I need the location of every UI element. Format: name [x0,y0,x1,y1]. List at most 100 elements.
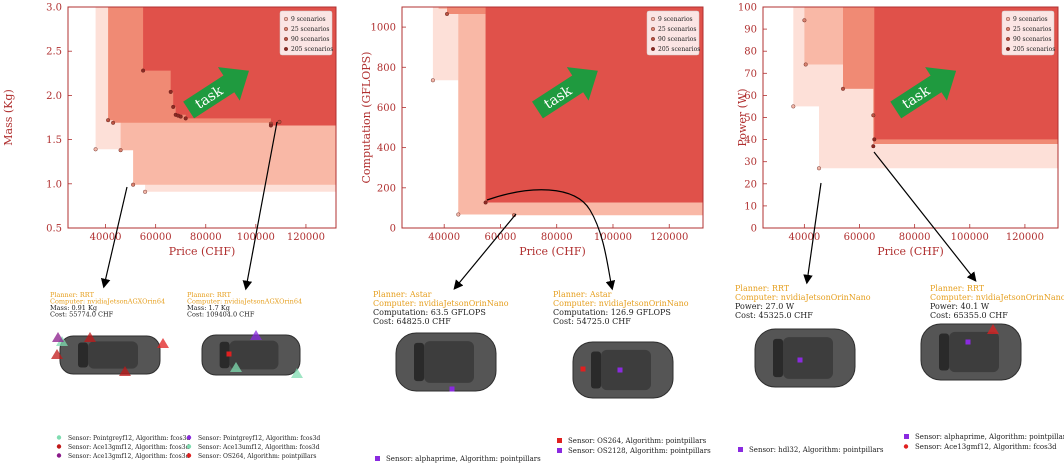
data-point [430,78,435,83]
car-roof [949,331,999,373]
x-tick-label: 60000 [485,232,517,243]
car-topview [754,328,856,388]
car-windshield [939,333,949,371]
sensor-legend-marker [557,438,562,443]
data-point [483,200,488,205]
x-tick-label: 120000 [650,232,688,243]
metric-text: Computation: 63.5 GFLOPS [373,308,486,317]
data-point [183,116,188,121]
sensor-legend-label: Sensor: Pointgreyf12, Algorithm: fcos3d [198,435,320,442]
sensor-legend-label: Sensor: Ace13umf12, Algorithm: fcos3d [198,444,320,451]
sensor-legend-marker [186,453,192,458]
x-tick-label: 60000 [140,232,172,243]
x-axis-label: Price (CHF) [519,245,586,258]
sensor-marker [987,324,999,334]
data-point [791,104,796,109]
sensor-legend-marker [557,448,562,453]
data-point [871,113,876,118]
cost-text: Cost: 54725.0 CHF [553,317,631,326]
legend-label: 25 scenarios [658,26,696,33]
y-tick-label: 2.0 [46,91,62,102]
car-windshield [591,351,601,389]
sensor-legend-marker [375,456,380,461]
data-point [143,189,148,194]
y-tick-label: 3.0 [46,3,62,14]
y-tick-label: 10 [744,201,757,212]
legend: 9 scenarios 25 scenarios 90 scenarios 205 s… [279,10,333,56]
data-point [93,147,98,152]
y-axis-label: Computation (GFLOPS) [360,52,373,184]
car-topview [59,335,161,375]
sensor-legend-marker [186,435,192,440]
data-point [168,89,173,94]
metric-text: Mass: 0.91 Kg [50,304,97,312]
data-point [118,148,123,153]
y-tick-label: 50 [744,113,757,124]
x-tick-label: 100000 [951,232,989,243]
data-point [871,144,876,149]
data-point [141,68,146,73]
computer-text: Computer: nvidiaJetsonOrinNano [930,293,1064,302]
legend-marker [284,17,289,22]
sensor-marker [52,332,64,342]
y-tick-label: 200 [377,183,396,194]
x-axis-label: Price (CHF) [169,245,236,258]
y-tick-label: 20 [744,179,757,190]
sensor-marker [230,362,242,372]
legend-label: 205 scenarios [291,46,333,53]
sensor-legend-power_right: Sensor: alphaprime, Algorithm: pointpill… [903,433,1064,451]
sensor-legend-mass_right: Sensor: Pointgreyf12, Algorithm: fcos3d S… [186,435,320,460]
computer-text: Computer: nvidiaJetsonAGXOrin64 [187,298,302,306]
pointer-arrow [242,121,278,291]
data-point [268,123,273,128]
sensor-legend-label: Sensor: hdl32, Algorithm: pointpillars [749,446,884,454]
sensor-legend-power_left: Sensor: hdl32, Algorithm: pointpillars [738,446,884,454]
data-point [171,104,176,109]
cost-text: Cost: 64825.0 CHF [373,317,451,326]
sensor-marker [119,366,131,376]
car-windshield [78,342,88,368]
sensor-legend-marker [904,434,909,439]
computer-text: Computer: nvidiaJetsonOrinNano [553,299,689,308]
computer-text: Computer: nvidiaJetsonOrinNano [735,293,871,302]
y-tick-label: 90 [744,25,757,36]
sensor-marker [617,367,623,373]
cost-text: Cost: 109404.0 CHF [187,311,255,319]
planner-text: Planner: RRT [50,291,95,299]
sensor-marker [250,330,262,340]
y-tick-label: 0.5 [46,224,62,235]
legend-label: 9 scenarios [291,16,326,23]
pointer-arrow [486,189,616,291]
y-tick-label: 1000 [371,23,396,34]
y-tick-label: 800 [377,63,396,74]
sensor-legend-marker [186,444,192,449]
data-point [131,182,136,187]
data-point [111,120,116,125]
car-roof [424,341,474,383]
axes-frame [67,6,337,229]
sensor-legend-label: Sensor: Ace13gmf12, Algorithm: fcos3d [68,453,190,460]
task-arrow: task [890,67,957,119]
car-windshield [773,338,783,378]
sensor-legend-mass_left: Sensor: Pointgreyf12, Algorithm: fcos3d S… [56,435,190,460]
x-tick-label: 40000 [788,232,820,243]
x-tick-label: 120000 [1006,232,1044,243]
cost-text: Cost: 45325.0 CHF [735,311,813,320]
y-tick-label: 400 [377,143,396,154]
car-windshield [414,342,424,382]
legend-box [1001,10,1055,56]
car-roof [88,341,138,369]
data-point [445,11,450,16]
y-axis-label: Power (W) [736,88,749,146]
legend-box [646,10,700,56]
sensor-marker [291,368,303,378]
y-tick-label: 100 [738,3,757,14]
car-roof [229,340,279,370]
data-point [803,62,808,67]
legend-marker [284,47,289,52]
computer-text: Computer: nvidiaJetsonOrinNano [373,299,509,308]
sensor-marker [449,386,455,392]
sensor-legend-marker [56,435,62,440]
